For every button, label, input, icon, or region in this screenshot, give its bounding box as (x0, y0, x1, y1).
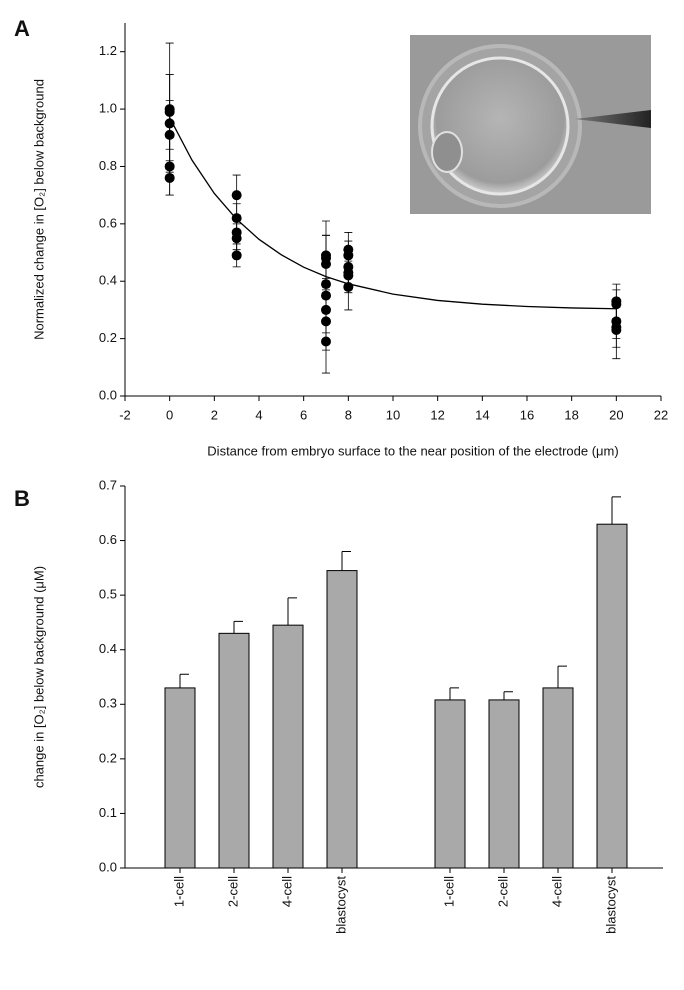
x-tick-label: -2 (119, 407, 131, 422)
error-bar (341, 550, 351, 571)
error-bar (287, 597, 297, 626)
bar (434, 699, 466, 869)
x-tick-label: 8 (345, 407, 352, 422)
y-tick-label: 0.1 (99, 805, 117, 820)
error-bar (503, 691, 513, 700)
bar (596, 523, 628, 869)
x-tick-label: 2-cell (495, 876, 510, 907)
bar (272, 624, 304, 869)
x-axis-label: Distance from embryo surface to the near… (207, 443, 618, 458)
bar (542, 687, 574, 869)
x-tick-label: 1-cell (171, 876, 186, 907)
y-tick-label: 0.6 (99, 215, 117, 230)
x-tick-label: 6 (300, 407, 307, 422)
x-tick-label: 10 (386, 407, 400, 422)
error-bar (449, 687, 459, 700)
x-tick-label: 14 (475, 407, 489, 422)
error-bar (611, 496, 621, 525)
y-tick-label: 0.6 (99, 532, 117, 547)
data-point (231, 250, 242, 261)
x-tick-label: 4-cell (279, 876, 294, 907)
y-tick-label: 0.4 (99, 273, 117, 288)
x-tick-label: 4-cell (549, 876, 564, 907)
x-tick-label: 12 (430, 407, 444, 422)
data-point (611, 325, 622, 336)
error-bar (233, 620, 243, 634)
error-bar (557, 665, 567, 688)
y-tick-label: 1.0 (99, 101, 117, 116)
y-tick-label: 1.2 (99, 43, 117, 58)
x-tick-label: 18 (564, 407, 578, 422)
y-tick-label: 0.0 (99, 859, 117, 874)
y-tick-label: 0.5 (99, 587, 117, 602)
x-tick-label: 0 (166, 407, 173, 422)
y-tick-label: 0.0 (99, 387, 117, 402)
data-point (343, 281, 354, 292)
panel-label: B (14, 486, 30, 511)
bar (164, 687, 196, 869)
y-tick-label: 0.2 (99, 750, 117, 765)
error-bar (179, 673, 189, 688)
x-tick-label: 4 (255, 407, 262, 422)
x-tick-label: 2-cell (225, 876, 240, 907)
y-tick-label: 0.4 (99, 641, 117, 656)
x-tick-label: 16 (520, 407, 534, 422)
x-tick-label: 22 (654, 407, 668, 422)
data-point (231, 190, 242, 201)
bar (488, 699, 520, 869)
x-tick-label: blastocyst (603, 876, 618, 934)
x-tick-label: blastocyst (333, 876, 348, 934)
bar (326, 570, 358, 869)
y-tick-label: 0.3 (99, 696, 117, 711)
data-point (321, 336, 331, 347)
y-axis-label: change in [O₂] below background (μM) (31, 566, 46, 788)
x-tick-label: 2 (211, 407, 218, 422)
inset-photo (410, 35, 651, 214)
y-tick-label: 0.2 (99, 330, 117, 345)
x-tick-label: 20 (609, 407, 623, 422)
y-tick-label: 0.8 (99, 158, 117, 173)
y-axis-label: Normalized change in [O₂] below backgrou… (31, 79, 46, 340)
y-tick-label: 0.7 (99, 477, 117, 492)
panel-label: A (14, 16, 30, 41)
data-point (231, 233, 242, 244)
data-point (164, 172, 175, 183)
x-tick-label: 1-cell (441, 876, 456, 907)
bar (218, 632, 250, 869)
